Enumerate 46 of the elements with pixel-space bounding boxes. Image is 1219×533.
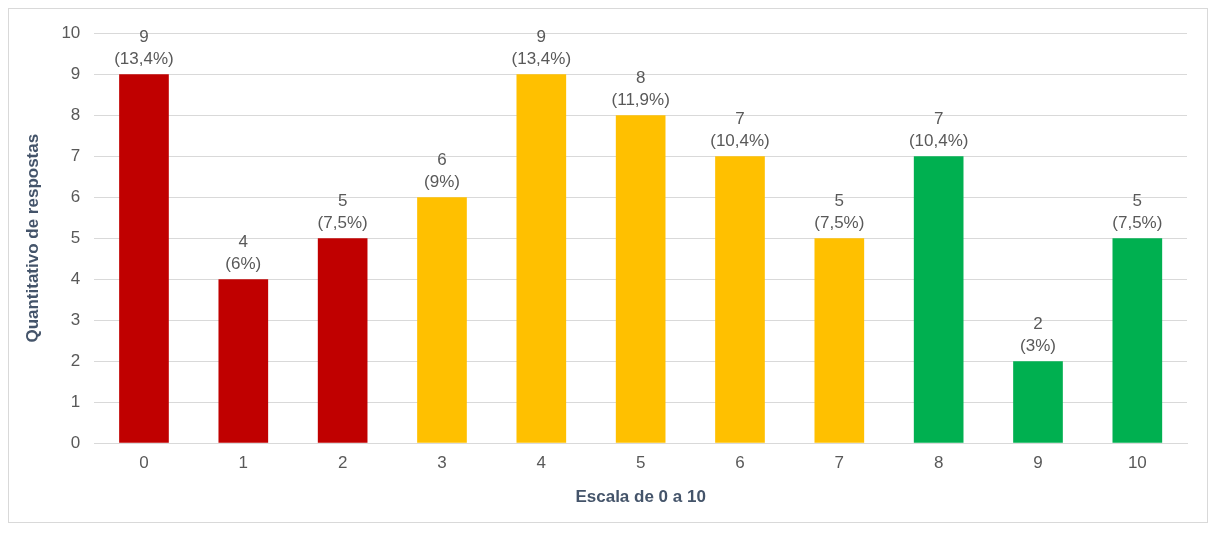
bar <box>1013 361 1063 443</box>
bar <box>615 115 666 443</box>
data-label: 2 (3%) <box>1020 314 1056 356</box>
x-tick-label: 5 <box>635 453 646 473</box>
y-tick-label: 0 <box>70 432 81 452</box>
bar <box>317 238 368 443</box>
x-tick-label: 9 <box>1033 453 1043 473</box>
x-tick-label: 6 <box>735 453 745 473</box>
data-label: 7 (10,4%) <box>710 109 770 151</box>
data-label: 8 (11,9%) <box>611 68 670 110</box>
x-tick-label: 1 <box>238 453 249 473</box>
data-label: 7 (10,4%) <box>908 109 969 151</box>
x-tick-label: 8 <box>933 453 944 473</box>
x-tick-label: 4 <box>536 453 547 473</box>
x-tick-label: 3 <box>437 453 447 473</box>
bar <box>913 156 964 443</box>
data-label: 9 (13,4%) <box>511 27 572 69</box>
y-tick-label: 10 <box>61 22 81 42</box>
y-axis-title: Quantitativo de respostas <box>22 133 42 343</box>
x-tick-label: 7 <box>834 453 845 473</box>
bar <box>516 74 567 443</box>
bar <box>119 74 169 443</box>
data-label: 6 (9%) <box>424 150 460 192</box>
x-axis-title: Escala de 0 a 10 <box>575 487 706 507</box>
x-tick-label: 10 <box>1127 453 1147 473</box>
y-tick-label: 3 <box>70 309 81 329</box>
bar <box>814 238 865 443</box>
y-tick-label: 5 <box>70 227 81 247</box>
y-tick-label: 8 <box>70 104 81 124</box>
bar <box>218 279 269 443</box>
x-tick-label: 0 <box>139 453 149 473</box>
bar <box>417 197 467 443</box>
bar <box>1112 238 1163 443</box>
y-tick-label: 1 <box>70 391 81 411</box>
y-tick-label: 7 <box>70 145 81 165</box>
x-tick-label: 2 <box>337 453 348 473</box>
y-tick-label: 2 <box>70 350 81 370</box>
data-label: 4 (6%) <box>225 232 262 274</box>
y-tick-label: 6 <box>70 186 81 206</box>
bar <box>715 156 765 443</box>
data-label: 5 (7,5%) <box>317 191 368 233</box>
data-label: 5 (7,5%) <box>1112 191 1163 233</box>
data-label: 9 (13,4%) <box>114 27 174 69</box>
data-label: 5 (7,5%) <box>814 191 865 233</box>
y-tick-label: 4 <box>70 268 81 288</box>
y-tick-label: 9 <box>70 63 81 83</box>
